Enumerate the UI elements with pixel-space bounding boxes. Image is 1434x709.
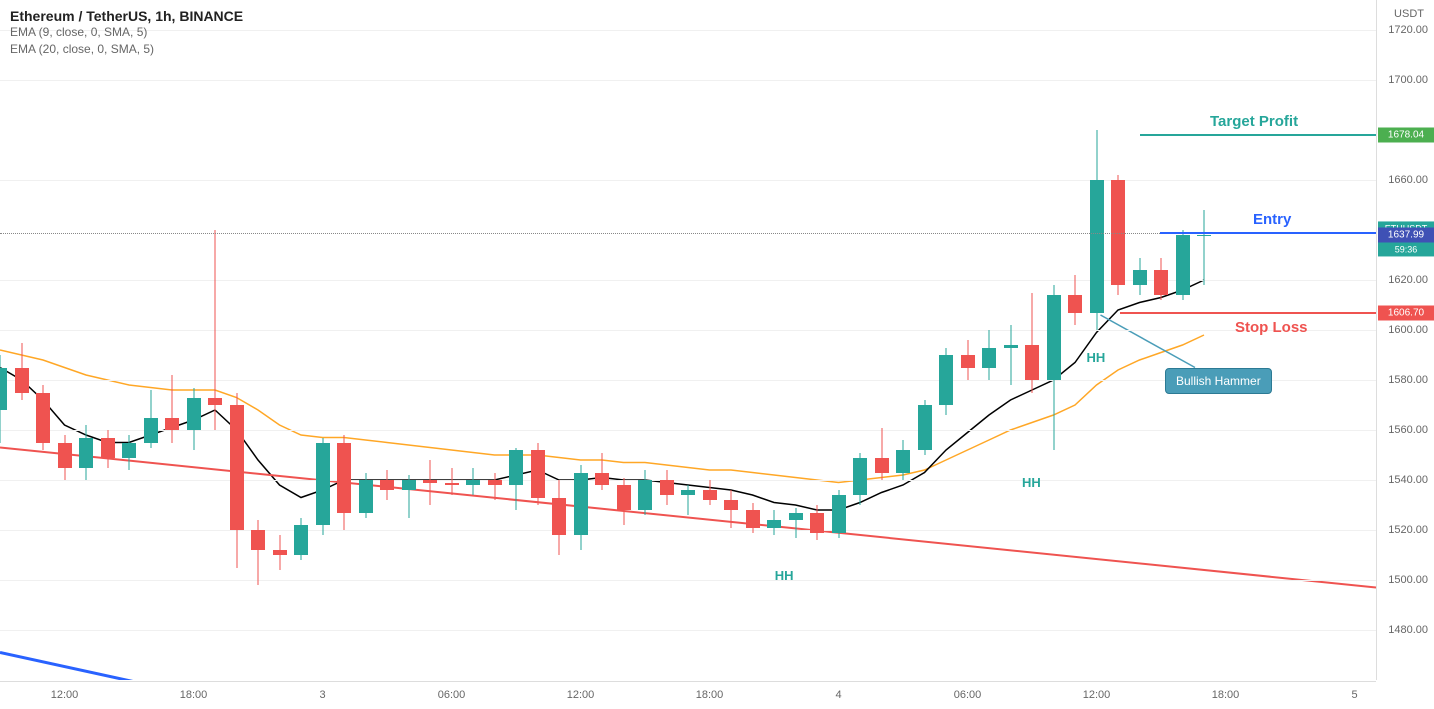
y-tick-label: 1540.00 (1388, 474, 1428, 486)
y-tick-label: 1620.00 (1388, 274, 1428, 286)
overlay-svg (0, 0, 1376, 680)
gridline (0, 280, 1376, 281)
x-tick-label: 12:00 (567, 689, 595, 701)
y-tick-label: 1720.00 (1388, 24, 1428, 36)
x-tick-label: 18:00 (180, 689, 208, 701)
x-tick-label: 12:00 (1083, 689, 1111, 701)
y-tick-label: 1560.00 (1388, 424, 1428, 436)
gridline (0, 630, 1376, 631)
x-tick-label: 18:00 (1212, 689, 1240, 701)
y-tick-label: 1520.00 (1388, 524, 1428, 536)
gridline (0, 180, 1376, 181)
plot-area[interactable]: Target Profit Entry Stop Loss HH HH HH Bullish… (0, 0, 1376, 680)
y-tick-label: 1600.00 (1388, 324, 1428, 336)
chart-container: Ethereum / TetherUS, 1h, BINANCE EMA (9,… (0, 0, 1434, 709)
x-tick-label: 06:00 (438, 689, 466, 701)
stop_loss-line[interactable] (1120, 312, 1376, 314)
y-tick-label: 1660.00 (1388, 174, 1428, 186)
x-tick-label: 12:00 (51, 689, 79, 701)
ema9-legend[interactable]: EMA (9, close, 0, SMA, 5) (10, 24, 243, 41)
gridline (0, 330, 1376, 331)
y-tick-label: 1700.00 (1388, 74, 1428, 86)
gridline (0, 80, 1376, 81)
gridline (0, 580, 1376, 581)
price-badge: 1637.99 (1378, 228, 1434, 243)
gridline (0, 430, 1376, 431)
hh-label: HH (775, 568, 794, 583)
y-tick-label: 1580.00 (1388, 374, 1428, 386)
x-tick-label: 3 (319, 689, 325, 701)
gridline (0, 480, 1376, 481)
pair-title[interactable]: Ethereum / TetherUS, 1h, BINANCE (10, 8, 243, 24)
y-axis-unit: USDT (1394, 8, 1424, 20)
gridline (0, 530, 1376, 531)
hh-label: HH (1087, 350, 1106, 365)
x-axis[interactable]: 12:00 18:00 3 06:00 12:00 18:00 4 06:00 12:00 18:… (0, 681, 1376, 709)
hh-label: HH (1022, 475, 1041, 490)
ema20-legend[interactable]: EMA (20, close, 0, SMA, 5) (10, 41, 243, 58)
y-tick-label: 1480.00 (1388, 624, 1428, 636)
target_profit-line[interactable] (1140, 134, 1376, 136)
trend-line[interactable] (0, 653, 172, 681)
stop_loss-label: Stop Loss (1235, 319, 1308, 336)
callout-pointer (1101, 315, 1196, 368)
y-axis[interactable]: USDT 1720.00 1700.00 1660.00 1620.00 1600.00… (1376, 0, 1434, 680)
trend-line[interactable] (0, 448, 1376, 588)
bullish-hammer-callout[interactable]: Bullish Hammer (1165, 368, 1272, 394)
price-badge: 1606.70 (1378, 306, 1434, 321)
chart-header: Ethereum / TetherUS, 1h, BINANCE EMA (9,… (10, 8, 243, 58)
y-tick-label: 1500.00 (1388, 574, 1428, 586)
target_profit-label: Target Profit (1210, 113, 1298, 130)
entry-label: Entry (1253, 211, 1291, 228)
x-tick-label: 06:00 (954, 689, 982, 701)
price-badge: 1678.04 (1378, 127, 1434, 142)
x-tick-label: 18:00 (696, 689, 724, 701)
x-tick-label: 4 (835, 689, 841, 701)
entry-line[interactable] (1160, 232, 1376, 234)
x-tick-label: 5 (1351, 689, 1357, 701)
